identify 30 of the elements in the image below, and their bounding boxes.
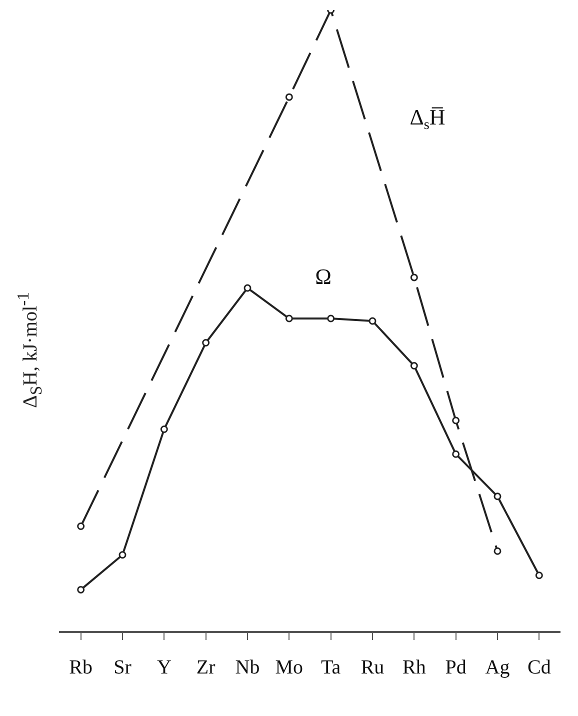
x-tick-label: Mo [275, 656, 304, 678]
x-tick-label: Cd [527, 656, 551, 678]
point [160, 425, 168, 433]
point [494, 492, 502, 500]
x-tick-label: Ta [320, 656, 341, 678]
point [118, 551, 126, 559]
x-tick-label: Nb [235, 656, 260, 678]
x-tick-label: Rb [69, 656, 93, 678]
point [244, 284, 252, 292]
x-tick-label: Ag [485, 656, 510, 678]
point [368, 317, 376, 325]
point [410, 362, 418, 370]
x-tick-label: Sr [114, 656, 132, 678]
point [285, 93, 293, 101]
point [285, 314, 293, 322]
x-tick-label: Pd [445, 656, 466, 678]
point [77, 586, 85, 594]
point [410, 274, 418, 282]
point [452, 416, 460, 424]
point [452, 450, 460, 458]
x-tick-label: Y [156, 656, 172, 678]
point [202, 339, 210, 347]
x-tick-label: Rh [402, 656, 426, 678]
point [535, 572, 543, 580]
x-tick-label: Zr [196, 656, 216, 678]
point [77, 522, 85, 530]
point [327, 314, 335, 322]
x-tick-label: Ru [360, 656, 384, 678]
point [494, 547, 502, 555]
series-label: Ω [315, 264, 332, 290]
